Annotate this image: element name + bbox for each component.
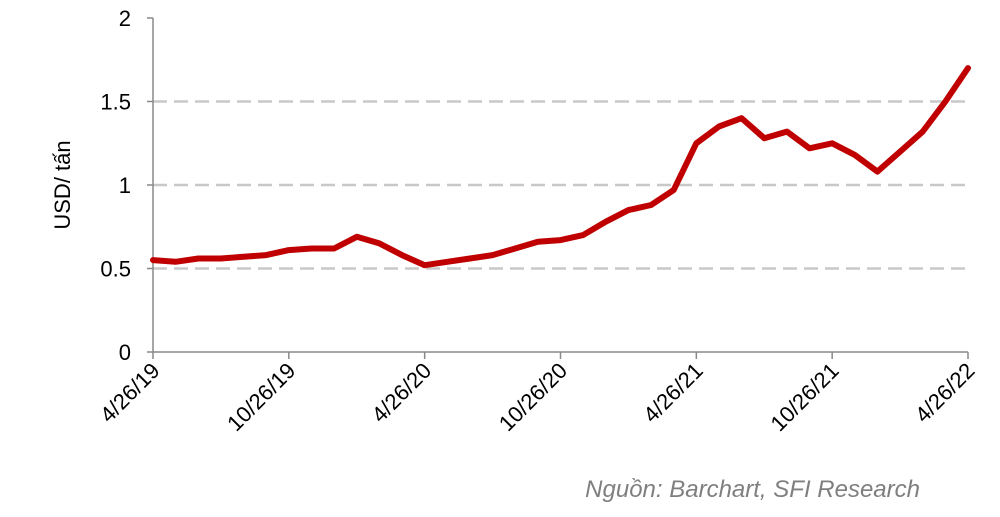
y-tick-label: 2	[119, 6, 131, 31]
x-tick-label: 10/26/20	[494, 358, 572, 436]
data-line	[150, 65, 971, 269]
x-tick-label: 4/26/19	[95, 358, 165, 428]
x-tick-label: 4/26/20	[367, 358, 437, 428]
source-note: Nguồn: Barchart, SFI Research	[585, 476, 920, 503]
x-tick-label: 10/26/19	[222, 358, 300, 436]
y-tick-label: 0.5	[100, 257, 131, 282]
y-axis-label: USD/ tấn	[50, 140, 75, 229]
y-tick-label: 1.5	[100, 90, 131, 115]
y-tick-label: 0	[119, 340, 131, 365]
y-tick-label: 1	[119, 173, 131, 198]
x-tick-label: 4/26/21	[638, 358, 708, 428]
x-tick-label: 10/26/21	[765, 358, 843, 436]
x-tick-label: 4/26/22	[910, 358, 980, 428]
